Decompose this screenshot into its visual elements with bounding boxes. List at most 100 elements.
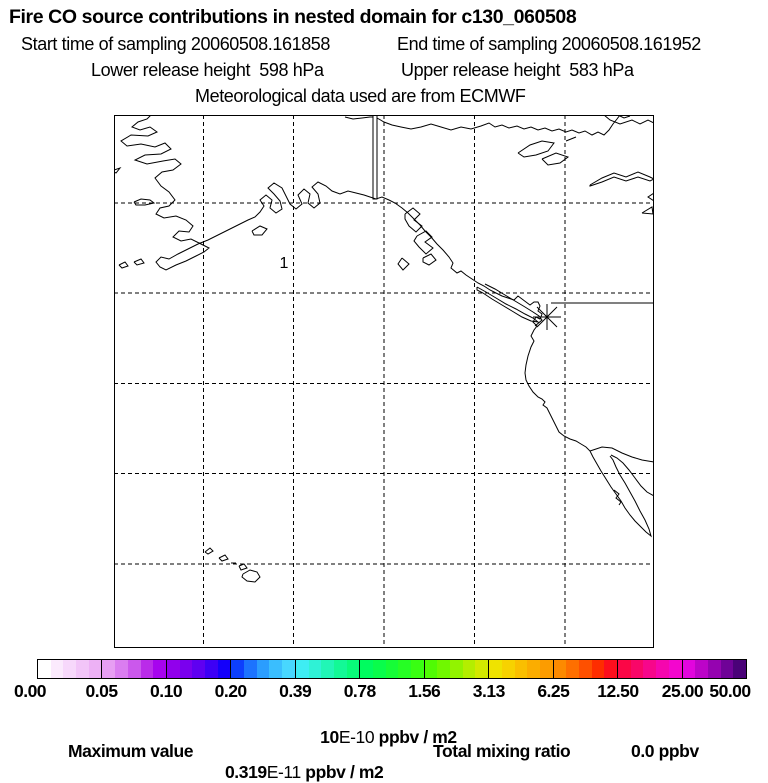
coastline-right-edge-tick	[647, 192, 654, 202]
total-mixing-ratio-value: 0.0 ppbv	[631, 741, 699, 761]
colorbar-cell	[50, 660, 64, 678]
figure-title: Fire CO source contributions in nested d…	[9, 6, 577, 28]
coastline-aleutian-island-1	[118, 261, 129, 269]
colorbar-cell	[140, 660, 154, 678]
map-panel: 1	[114, 115, 654, 648]
coastline-arctic-island-tick	[565, 136, 577, 142]
colorbar-cell	[88, 660, 102, 678]
colorbar-cell	[411, 660, 424, 678]
colorbar-cell	[308, 660, 322, 678]
colorbar-cell	[295, 660, 309, 678]
coastline-se-alaska-island-2	[413, 230, 434, 255]
colorbar-cell	[127, 660, 141, 678]
colorbar-cell	[682, 660, 696, 678]
colorbar-cell	[437, 660, 451, 678]
lower-release-text: Lower release height 598 hPa	[91, 60, 324, 80]
colorbar-units: 10E-10 ppbv / m2	[0, 706, 768, 748]
colorbar-cell	[385, 660, 399, 678]
colorbar-cell	[450, 660, 463, 678]
colorbar-tick-label: 0.10	[150, 681, 183, 701]
colorbar-cell	[733, 660, 746, 678]
colorbar-cell	[630, 660, 644, 678]
coastline-se-alaska-island-1	[404, 207, 423, 233]
met-data-text: Meteorological data used are from ECMWF	[195, 86, 526, 106]
colorbar-cell	[153, 660, 166, 678]
colorbar-cell	[321, 660, 334, 678]
maximum-value: 0.319E-11 ppbv / m2	[216, 741, 384, 783]
colorbar-cell	[115, 660, 128, 678]
colorbar-cell	[217, 660, 231, 678]
colorbar-tick-label: 0.00	[13, 681, 47, 701]
colorbar-tick-label: 12.50	[597, 681, 639, 701]
release-number-label: 1	[280, 255, 289, 272]
colorbar-cell	[618, 660, 631, 678]
coastline-se-alaska-island-4	[397, 257, 410, 271]
coastline-arctic-coast-east-of-border	[376, 115, 621, 136]
coastline-gulf-california-north-coast	[589, 446, 654, 463]
coastline-top-edge-islands-1	[603, 115, 654, 125]
coastline-baja-gulf-hook	[613, 489, 622, 506]
colorbar-cell	[501, 660, 515, 678]
map-frame-border	[114, 115, 654, 648]
end-time-text: End time of sampling 20060508.161952	[397, 34, 701, 54]
units-prefix: 10	[320, 727, 339, 747]
colorbar-cell	[231, 660, 245, 678]
coastline-hawaii-maui	[238, 563, 248, 571]
colorbar-cell	[424, 660, 438, 678]
colorbar-segment	[230, 660, 295, 678]
units-suffix: ppbv / m2	[374, 727, 457, 747]
colorbar-tick-label: 25.00	[661, 681, 704, 701]
colorbar-cell	[707, 660, 721, 678]
colorbar-segment	[38, 660, 102, 678]
coastline-hawaii-big-island	[241, 569, 261, 583]
colorbar-cell	[566, 660, 579, 678]
colorbar-segment	[617, 660, 682, 678]
colorbar	[37, 659, 747, 679]
colorbar-cell	[527, 660, 540, 678]
colorbar-cell	[63, 660, 77, 678]
coastline-alaska-mainland-and-west-coast	[120, 115, 652, 538]
coastline-kodiak-island	[251, 225, 268, 236]
colorbar-cell	[179, 660, 193, 678]
coastline-hawaii-kauai	[204, 547, 214, 555]
coastline-vancouver-island-inner-channel	[484, 283, 543, 327]
coastline-banks-island	[517, 140, 555, 158]
colorbar-cell	[539, 660, 553, 678]
colorbar-cell	[514, 660, 528, 678]
colorbar-cell	[553, 660, 567, 678]
colorbar-cell	[346, 660, 360, 678]
coastline-se-alaska-island-3	[422, 253, 437, 266]
colorbar-cell	[244, 660, 257, 678]
colorbar-segment	[681, 660, 746, 678]
start-time-text: Start time of sampling 20060508.161858	[21, 34, 331, 54]
colorbar-cell	[489, 660, 502, 678]
release-point-star-icon	[536, 306, 558, 328]
colorbar-segment	[359, 660, 424, 678]
colorbar-cell	[475, 660, 489, 678]
colorbar-cell	[643, 660, 657, 678]
colorbar-tick-label: 3.13	[472, 681, 506, 701]
coastline-arctic-coast-west-of-border	[344, 116, 373, 120]
upper-release-text: Upper release height 583 hPa	[401, 60, 634, 80]
colorbar-ticks: 0.00 0.05 0.10 0.20 0.39 0.78 1.56 3.13 6.25 12.5…	[0, 681, 768, 703]
colorbar-cell	[204, 660, 218, 678]
coastline-gulf-california-east-coast	[610, 454, 654, 497]
colorbar-cell	[668, 660, 682, 678]
alaska-yukon-border-141w	[372, 115, 378, 200]
colorbar-cell	[656, 660, 669, 678]
maximum-value-unit: ppbv / m2	[300, 762, 384, 782]
colorbar-cell	[333, 660, 347, 678]
coastline-nwt-mainland-wing	[589, 171, 654, 187]
coastline-aleutian-island-2	[133, 258, 145, 266]
colorbar-cell	[591, 660, 605, 678]
colorbar-segment	[294, 660, 360, 678]
coastline-right-edge-triangle	[641, 206, 654, 215]
colorbar-cell	[76, 660, 89, 678]
colorbar-cell	[579, 660, 592, 678]
colorbar-segment	[165, 660, 231, 678]
total-mixing-ratio-label: Total mixing ratio	[433, 741, 571, 761]
colorbar-tick-label: 0.20	[214, 681, 248, 701]
colorbar-cell	[398, 660, 412, 678]
units-exponent: E-10	[338, 727, 375, 747]
